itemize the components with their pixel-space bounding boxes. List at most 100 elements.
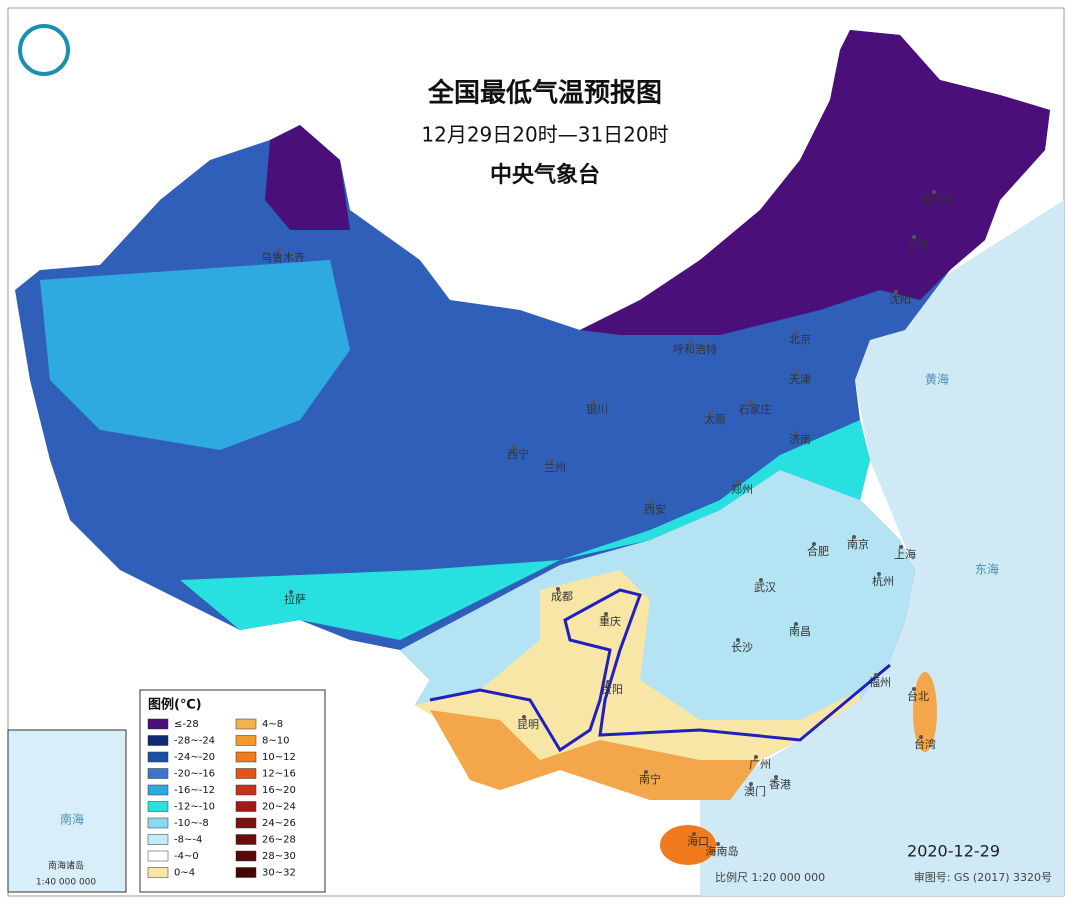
city-label: 西安 <box>644 502 666 516</box>
subtitle: 12月29日20时—31日20时 <box>421 123 668 147</box>
city-label: 长春 <box>907 238 929 251</box>
zone-warm <box>430 710 760 800</box>
legend-label: 4~8 <box>262 719 283 730</box>
city-dot <box>736 638 740 642</box>
city-label: 长沙 <box>731 641 753 654</box>
legend-swatch <box>235 718 257 730</box>
ocean <box>700 200 1064 896</box>
city-label: 广州 <box>749 758 771 771</box>
logo <box>18 24 70 76</box>
legend-swatch <box>235 768 257 779</box>
hainan <box>660 825 716 865</box>
city-label: 上海 <box>894 547 916 561</box>
legend-label: 24~26 <box>262 818 296 829</box>
sea-label: 东海 <box>975 562 999 577</box>
legend-label: -4~0 <box>174 851 199 862</box>
city-label: 南昌 <box>789 625 811 638</box>
city-dot <box>709 410 713 414</box>
inset <box>7 729 127 893</box>
legend-label: -20~-16 <box>174 769 215 780</box>
city-label: 澳门 <box>744 784 766 798</box>
legend-label: 30~32 <box>262 868 296 879</box>
map-scale: 比例尺 1:20 000 000 <box>715 870 825 884</box>
legend-swatch <box>235 817 257 829</box>
city-dot <box>774 775 778 779</box>
city-label: 兰州 <box>544 461 566 474</box>
legend-label: 28~30 <box>262 851 296 862</box>
city-dot <box>912 235 916 239</box>
city-label: 拉萨 <box>284 592 306 606</box>
city-label: 沈阳 <box>889 292 911 306</box>
legend-swatch <box>147 817 169 829</box>
legend-label: ≤-28 <box>174 719 199 730</box>
legend-swatch <box>147 768 169 779</box>
city-dot <box>919 735 923 739</box>
city-label: 哈尔滨 <box>922 192 955 206</box>
city-label: 武汉 <box>754 581 776 594</box>
legend-swatch <box>235 834 257 845</box>
city-dot <box>591 400 595 404</box>
city-label: 海口 <box>687 834 709 848</box>
legend-label: -8~-4 <box>174 835 202 846</box>
approval: 审图号: GS (2017) 3320号 <box>914 870 1052 884</box>
city-label: 太原 <box>704 413 726 426</box>
legend-label: 20~24 <box>262 802 296 813</box>
legend-swatch <box>147 801 169 812</box>
city-dot <box>759 578 763 582</box>
city-dot <box>689 340 693 344</box>
city-dot <box>512 445 516 449</box>
city-dot <box>604 612 608 616</box>
isotherm-zero <box>429 588 891 753</box>
legend-swatch <box>235 784 257 796</box>
legend-swatch <box>235 850 257 862</box>
city-label: 海南岛 <box>706 844 739 858</box>
legend-swatch <box>147 735 169 746</box>
city-dot <box>754 755 758 759</box>
legend-label: 26~28 <box>262 835 296 846</box>
city-dot <box>812 542 816 546</box>
city-dot <box>277 248 281 252</box>
city-dot <box>874 673 878 677</box>
city-dot <box>716 842 720 846</box>
legend-label: 16~20 <box>262 785 296 796</box>
city-label: 石家庄 <box>739 402 772 416</box>
legend-swatch <box>147 751 169 763</box>
city-dot <box>549 458 553 462</box>
city-dot <box>289 590 293 594</box>
legend-swatch <box>147 784 169 796</box>
city-dot <box>794 370 798 374</box>
sea-label: 南海 <box>60 812 84 827</box>
city-dot <box>556 587 560 591</box>
city-label: 呼和浩特 <box>673 342 717 356</box>
city-dot <box>749 400 753 404</box>
legend-label: -10~-8 <box>174 818 209 829</box>
city-dot <box>644 770 648 774</box>
city-dot <box>649 500 653 504</box>
city-dot <box>692 832 696 836</box>
inset-scale: 1:40 000 000 <box>36 878 97 888</box>
city-label: 台北 <box>907 689 929 703</box>
city-label: 济南 <box>789 432 811 446</box>
legend-label: -24~-20 <box>174 752 215 763</box>
city-label: 成都 <box>551 590 573 603</box>
zone-mild <box>415 570 860 800</box>
city-dot <box>522 715 526 719</box>
legend-label: -28~-24 <box>174 736 215 747</box>
city-label: 香港 <box>769 778 791 791</box>
legend-swatch <box>235 735 257 746</box>
city-label: 福州 <box>869 675 891 689</box>
zone-cold <box>580 30 1050 335</box>
taiwan <box>913 672 937 752</box>
city-dot <box>794 330 798 334</box>
zone-cold <box>265 125 350 230</box>
city-dot <box>877 572 881 576</box>
legend-label: -12~-10 <box>174 802 215 813</box>
city-dot <box>794 430 798 434</box>
agency: 中央气象台 <box>490 162 600 188</box>
legend-swatch <box>147 718 169 730</box>
city-label: 郑州 <box>731 482 753 496</box>
city-dot <box>794 622 798 626</box>
city-dot <box>932 190 936 194</box>
city-label: 杭州 <box>872 574 894 588</box>
